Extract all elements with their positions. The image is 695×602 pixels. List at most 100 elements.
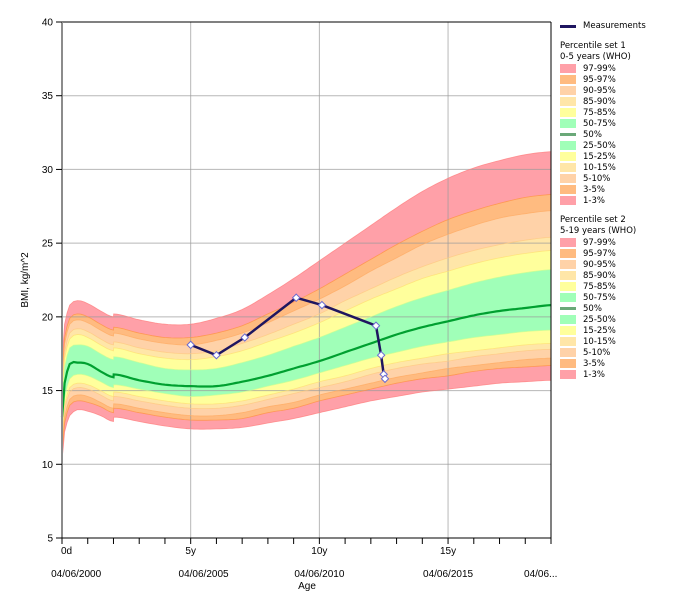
legend-color-swatch	[560, 108, 576, 117]
legend-color-swatch	[560, 249, 576, 258]
y-tick-label-15: 15	[42, 386, 54, 397]
legend-color-swatch	[560, 97, 576, 106]
y-tick-label-10: 10	[42, 460, 54, 471]
legend-label: 3-5%	[583, 358, 605, 369]
legend-label: 85-90%	[583, 96, 616, 107]
legend-label: Measurements	[583, 21, 646, 31]
x-axis-title: Age	[298, 581, 316, 592]
measurement-point-6	[376, 350, 386, 360]
x-tick-label-0d: 0d	[61, 546, 72, 557]
legend-color-swatch	[560, 238, 576, 247]
legend-color-swatch	[560, 359, 576, 368]
legend-item: 50-75%	[560, 118, 646, 129]
y-tick-label-30: 30	[42, 165, 54, 176]
legend-item: 10-15%	[560, 162, 646, 173]
legend-color-swatch	[560, 75, 576, 84]
legend-color-swatch	[560, 64, 576, 73]
legend-item: 50%	[560, 129, 646, 140]
legend-label: 95-97%	[583, 248, 616, 259]
legend-item: 85-90%	[560, 96, 646, 107]
legend-item: 85-90%	[560, 270, 646, 281]
legend-color-swatch	[560, 326, 576, 335]
legend-line-swatch	[560, 307, 576, 310]
legend-label: 50-75%	[583, 118, 616, 129]
legend-item: 10-15%	[560, 336, 646, 347]
boundary-P75	[61, 269, 552, 401]
band-75-85	[62, 250, 551, 401]
boundary-P95	[61, 210, 552, 378]
legend-label: 50-75%	[583, 292, 616, 303]
legend-label: 5-10%	[583, 173, 611, 184]
legend-color-swatch	[560, 315, 576, 324]
legend-color-swatch	[560, 185, 576, 194]
y-tick-label-40: 40	[42, 18, 54, 29]
band-3-5	[62, 358, 551, 453]
x-tick-label-10y: 10y	[311, 546, 327, 557]
legend-label: 97-99%	[583, 63, 616, 74]
legend-set-header: Percentile set 2 5-19 years (WHO)	[560, 215, 646, 237]
legend-label: 3-5%	[583, 184, 605, 195]
legend-label: 90-95%	[583, 85, 616, 96]
legend-item: 25-50%	[560, 314, 646, 325]
measurement-point-5	[371, 321, 381, 331]
x-date-label: 04/06/2015	[423, 569, 473, 580]
legend-color-swatch	[560, 119, 576, 128]
legend-item: 97-99%	[560, 237, 646, 248]
legend-set-subtitle: 0-5 years (WHO)	[560, 52, 631, 62]
axes: 5 10 15 20 25 30 35 40 0d 5y 10y 15y 04/06/2000 04/06…	[42, 18, 558, 581]
x-date-label: 04/06/2000	[51, 569, 101, 580]
legend-item: 5-10%	[560, 347, 646, 358]
x-tick-label-15y: 15y	[440, 546, 456, 557]
legend-color-swatch	[560, 174, 576, 183]
boundary-P15	[61, 343, 552, 438]
band-25-50	[62, 305, 551, 432]
legend-label: 75-85%	[583, 281, 616, 292]
boundary-P3	[61, 365, 552, 453]
measurement-point-8	[380, 374, 390, 384]
legend-line-swatch	[560, 133, 576, 136]
measurement-point-2	[240, 333, 250, 342]
legend-color-swatch	[560, 370, 576, 379]
legend-item: 1-3%	[560, 369, 646, 380]
legend-item: 90-95%	[560, 259, 646, 270]
boundary-P99	[61, 151, 552, 359]
legend-label: 1-3%	[583, 369, 605, 380]
legend-color-swatch	[560, 152, 576, 161]
measurements-series	[186, 293, 390, 384]
legend-label: 95-97%	[583, 74, 616, 85]
legend-color-swatch	[560, 348, 576, 357]
legend-item: 50-75%	[560, 292, 646, 303]
median-50th-line	[60, 304, 552, 418]
boundary-P85	[61, 250, 552, 393]
legend-label: 15-25%	[583, 325, 616, 336]
legend-item: 90-95%	[560, 85, 646, 96]
legend-label: 50%	[583, 303, 602, 314]
legend-label: 5-10%	[583, 347, 611, 358]
boundary-P90	[61, 236, 552, 387]
median-line	[60, 304, 552, 418]
band-97-99	[62, 151, 551, 372]
legend-color-swatch	[560, 196, 576, 205]
chart-legend: Measurements Percentile set 1 0-5 years (…	[560, 20, 646, 380]
legend-color-swatch	[560, 271, 576, 280]
y-tick-label-35: 35	[42, 91, 54, 102]
boundary-P5	[61, 357, 552, 449]
legend-label: 10-15%	[583, 336, 616, 347]
x-date-label: 04/06/2005	[179, 569, 229, 580]
legend-color-swatch	[560, 282, 576, 291]
legend-color-swatch	[560, 163, 576, 172]
legend-set-header: Percentile set 1 0-5 years (WHO)	[560, 41, 646, 63]
measurement-point-0	[186, 340, 195, 350]
boundary-P10	[61, 348, 552, 443]
boundary-P25	[61, 329, 552, 432]
legend-item: 75-85%	[560, 107, 646, 118]
legend-item: 15-25%	[560, 151, 646, 162]
legend-item: 75-85%	[560, 281, 646, 292]
legend-color-swatch	[560, 141, 576, 150]
legend-item: 3-5%	[560, 358, 646, 369]
legend-item: 97-99%	[560, 63, 646, 74]
legend-color-swatch	[560, 293, 576, 302]
legend-item-measurements: Measurements	[560, 20, 646, 32]
legend-item: 25-50%	[560, 140, 646, 151]
legend-label: 97-99%	[583, 237, 616, 248]
